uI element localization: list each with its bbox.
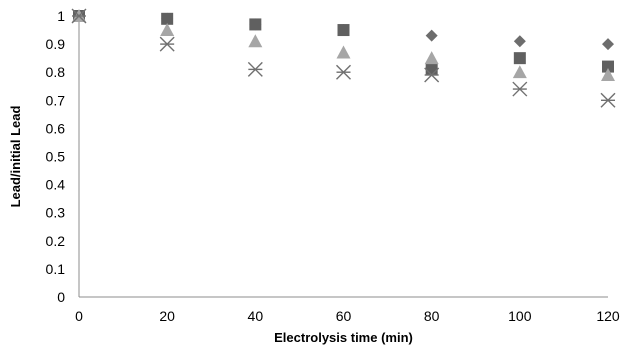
- x-tick-label: 60: [336, 308, 352, 324]
- y-tick-label: 0.7: [46, 92, 66, 108]
- tick-labels: 0 0.1 0.2 0.3 0.4 0.5 0.6 0.7 0.8 0.9 1 0 20 40 60 80 10…: [46, 8, 620, 324]
- y-tick-label: 0.1: [46, 261, 66, 277]
- point-asterisk: [247, 61, 263, 77]
- point-diamond: [513, 35, 526, 48]
- point-triangle: [336, 45, 351, 59]
- point-triangle: [424, 51, 439, 65]
- x-axis-title: Electrolysis time (min): [274, 330, 413, 345]
- point-square: [161, 12, 174, 25]
- x-tick-label: 20: [159, 308, 175, 324]
- y-tick-label: 1: [57, 8, 65, 24]
- point-asterisk: [600, 92, 616, 108]
- x-tick-label: 120: [596, 308, 620, 324]
- axes: [78, 16, 608, 298]
- point-square: [513, 52, 526, 65]
- data-points: [71, 8, 616, 108]
- y-axis-title: Lead/initial Lead: [8, 106, 23, 208]
- y-tick-label: 0: [57, 289, 65, 305]
- y-tick-label: 0.4: [46, 177, 66, 193]
- x-tick-label: 40: [248, 308, 264, 324]
- x-tick-label: 100: [508, 308, 532, 324]
- point-triangle: [248, 34, 263, 48]
- point-square: [602, 60, 614, 73]
- point-diamond: [425, 29, 438, 42]
- point-diamond: [602, 38, 614, 51]
- point-triangle: [601, 68, 615, 81]
- y-tick-label: 0.3: [46, 205, 66, 221]
- y-tick-label: 0.9: [46, 36, 66, 52]
- point-asterisk: [424, 67, 440, 83]
- x-tick-label: 0: [75, 308, 83, 324]
- point-square: [337, 24, 350, 37]
- y-tick-label: 0.2: [46, 233, 66, 249]
- y-tick-label: 0.6: [46, 120, 66, 136]
- y-tick-label: 0.8: [46, 64, 66, 80]
- point-asterisk: [336, 64, 351, 80]
- point-triangle: [160, 23, 175, 36]
- y-tick-label: 0.5: [46, 149, 66, 165]
- point-square: [249, 18, 262, 31]
- x-tick-label: 80: [424, 308, 440, 324]
- point-asterisk: [512, 81, 528, 97]
- point-asterisk: [71, 8, 87, 24]
- point-square: [425, 63, 438, 76]
- point-asterisk: [159, 36, 175, 52]
- point-triangle: [512, 65, 527, 79]
